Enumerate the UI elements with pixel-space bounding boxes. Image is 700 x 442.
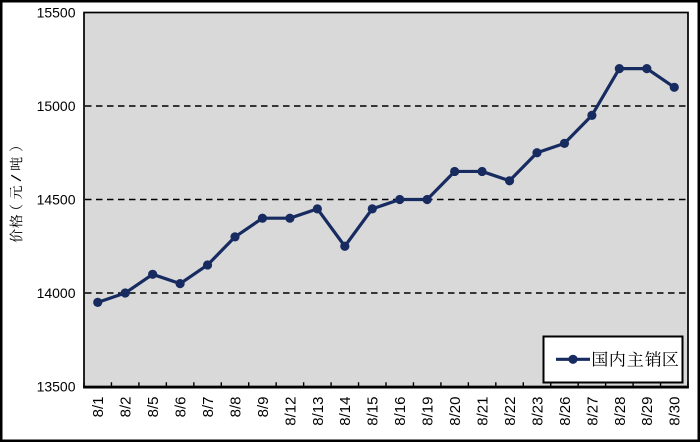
svg-text:8/30: 8/30 — [667, 397, 684, 426]
svg-text:8/29: 8/29 — [639, 397, 656, 426]
svg-text:8/5: 8/5 — [145, 397, 162, 418]
svg-text:8/9: 8/9 — [255, 397, 272, 418]
svg-text:14500: 14500 — [37, 192, 76, 208]
svg-text:8/19: 8/19 — [420, 397, 437, 426]
svg-text:8/21: 8/21 — [474, 397, 491, 426]
svg-text:8/23: 8/23 — [529, 397, 546, 426]
svg-text:8/28: 8/28 — [612, 397, 629, 426]
svg-text:8/14: 8/14 — [337, 397, 354, 426]
svg-text:8/16: 8/16 — [392, 397, 409, 426]
svg-text:8/7: 8/7 — [200, 397, 217, 418]
svg-text:15000: 15000 — [37, 98, 76, 114]
svg-text:13500: 13500 — [37, 379, 76, 395]
svg-text:8/27: 8/27 — [584, 397, 601, 426]
svg-text:8/13: 8/13 — [310, 397, 327, 426]
svg-text:15500: 15500 — [37, 5, 76, 21]
svg-text:8/22: 8/22 — [502, 397, 519, 426]
svg-text:8/1: 8/1 — [90, 397, 107, 418]
svg-text:14000: 14000 — [37, 285, 76, 301]
svg-text:8/26: 8/26 — [557, 397, 574, 426]
svg-text:8/15: 8/15 — [365, 397, 382, 426]
svg-text:8/2: 8/2 — [118, 397, 135, 418]
svg-text:8/6: 8/6 — [172, 397, 189, 418]
svg-text:8/12: 8/12 — [282, 397, 299, 426]
svg-text:8/8: 8/8 — [227, 397, 244, 418]
svg-text:8/20: 8/20 — [447, 397, 464, 426]
